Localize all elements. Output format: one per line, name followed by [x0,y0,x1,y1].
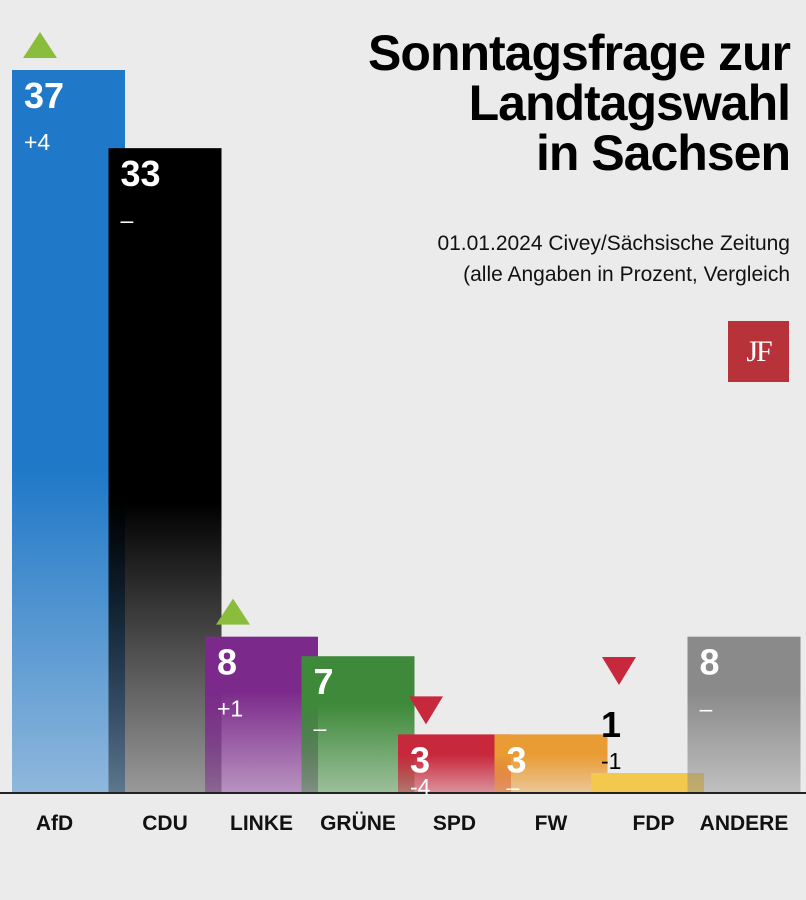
value-label-spd: 3 [410,739,430,780]
bar-fw [494,734,608,793]
title-line-1: Sonntagsfrage zur [368,25,791,81]
category-label-afd: AfD [36,812,73,835]
category-label-grüne: GRÜNE [320,812,396,835]
bar-fdp [591,773,704,793]
category-label-linke: LINKE [230,812,293,835]
category-label-andere: ANDERE [700,812,789,835]
title-line-3: in Sachsen [536,125,791,181]
bar-andere [687,636,801,793]
bar-grüne [301,656,415,793]
change-label-fw: – [507,774,520,800]
change-label-spd: -4 [410,774,431,800]
value-label-cdu: 33 [121,153,161,194]
chart-subtitle: 01.01.2024 Civey/Sächsische Zeitung (all… [437,228,790,290]
chart-title: Sonntagsfrage zur Landtagswahl in Sachse… [368,25,791,181]
change-label-cdu: – [121,207,134,233]
bars-layer [12,70,801,793]
category-label-cdu: CDU [142,812,188,835]
value-label-afd: 37 [24,75,64,116]
value-label-linke: 8 [217,642,237,683]
trend-down-icon [602,657,636,685]
value-label-grüne: 7 [314,661,334,702]
change-label-fdp: -1 [601,748,621,774]
subtitle-line-2: (alle Angaben in Prozent, Vergleich [463,263,790,286]
value-label-andere: 8 [700,642,720,683]
labels-layer: 37+4AfD33–CDU8+1LINKE7–GRÜNE3-4SPD3–FW1-… [23,32,788,835]
change-label-grüne: – [314,715,327,741]
jf-logo: JF [728,321,789,382]
value-label-fw: 3 [507,739,527,780]
bar-cdu [108,148,222,793]
category-label-fw: FW [535,812,568,835]
title-line-2: Landtagswahl [468,75,791,131]
trend-up-icon [23,32,57,58]
change-label-afd: +4 [24,129,50,155]
change-label-andere: – [700,696,713,722]
trend-up-icon [216,598,250,625]
subtitle-line-1: 01.01.2024 Civey/Sächsische Zeitung [437,232,790,255]
change-label-linke: +1 [217,696,243,722]
trend-down-icon [409,696,443,725]
value-label-fdp: 1 [601,704,621,745]
bar-afd [12,70,125,793]
bar-linke [205,636,318,793]
category-label-spd: SPD [433,812,476,835]
category-label-fdp: FDP [633,812,675,835]
bar-spd [398,734,511,793]
